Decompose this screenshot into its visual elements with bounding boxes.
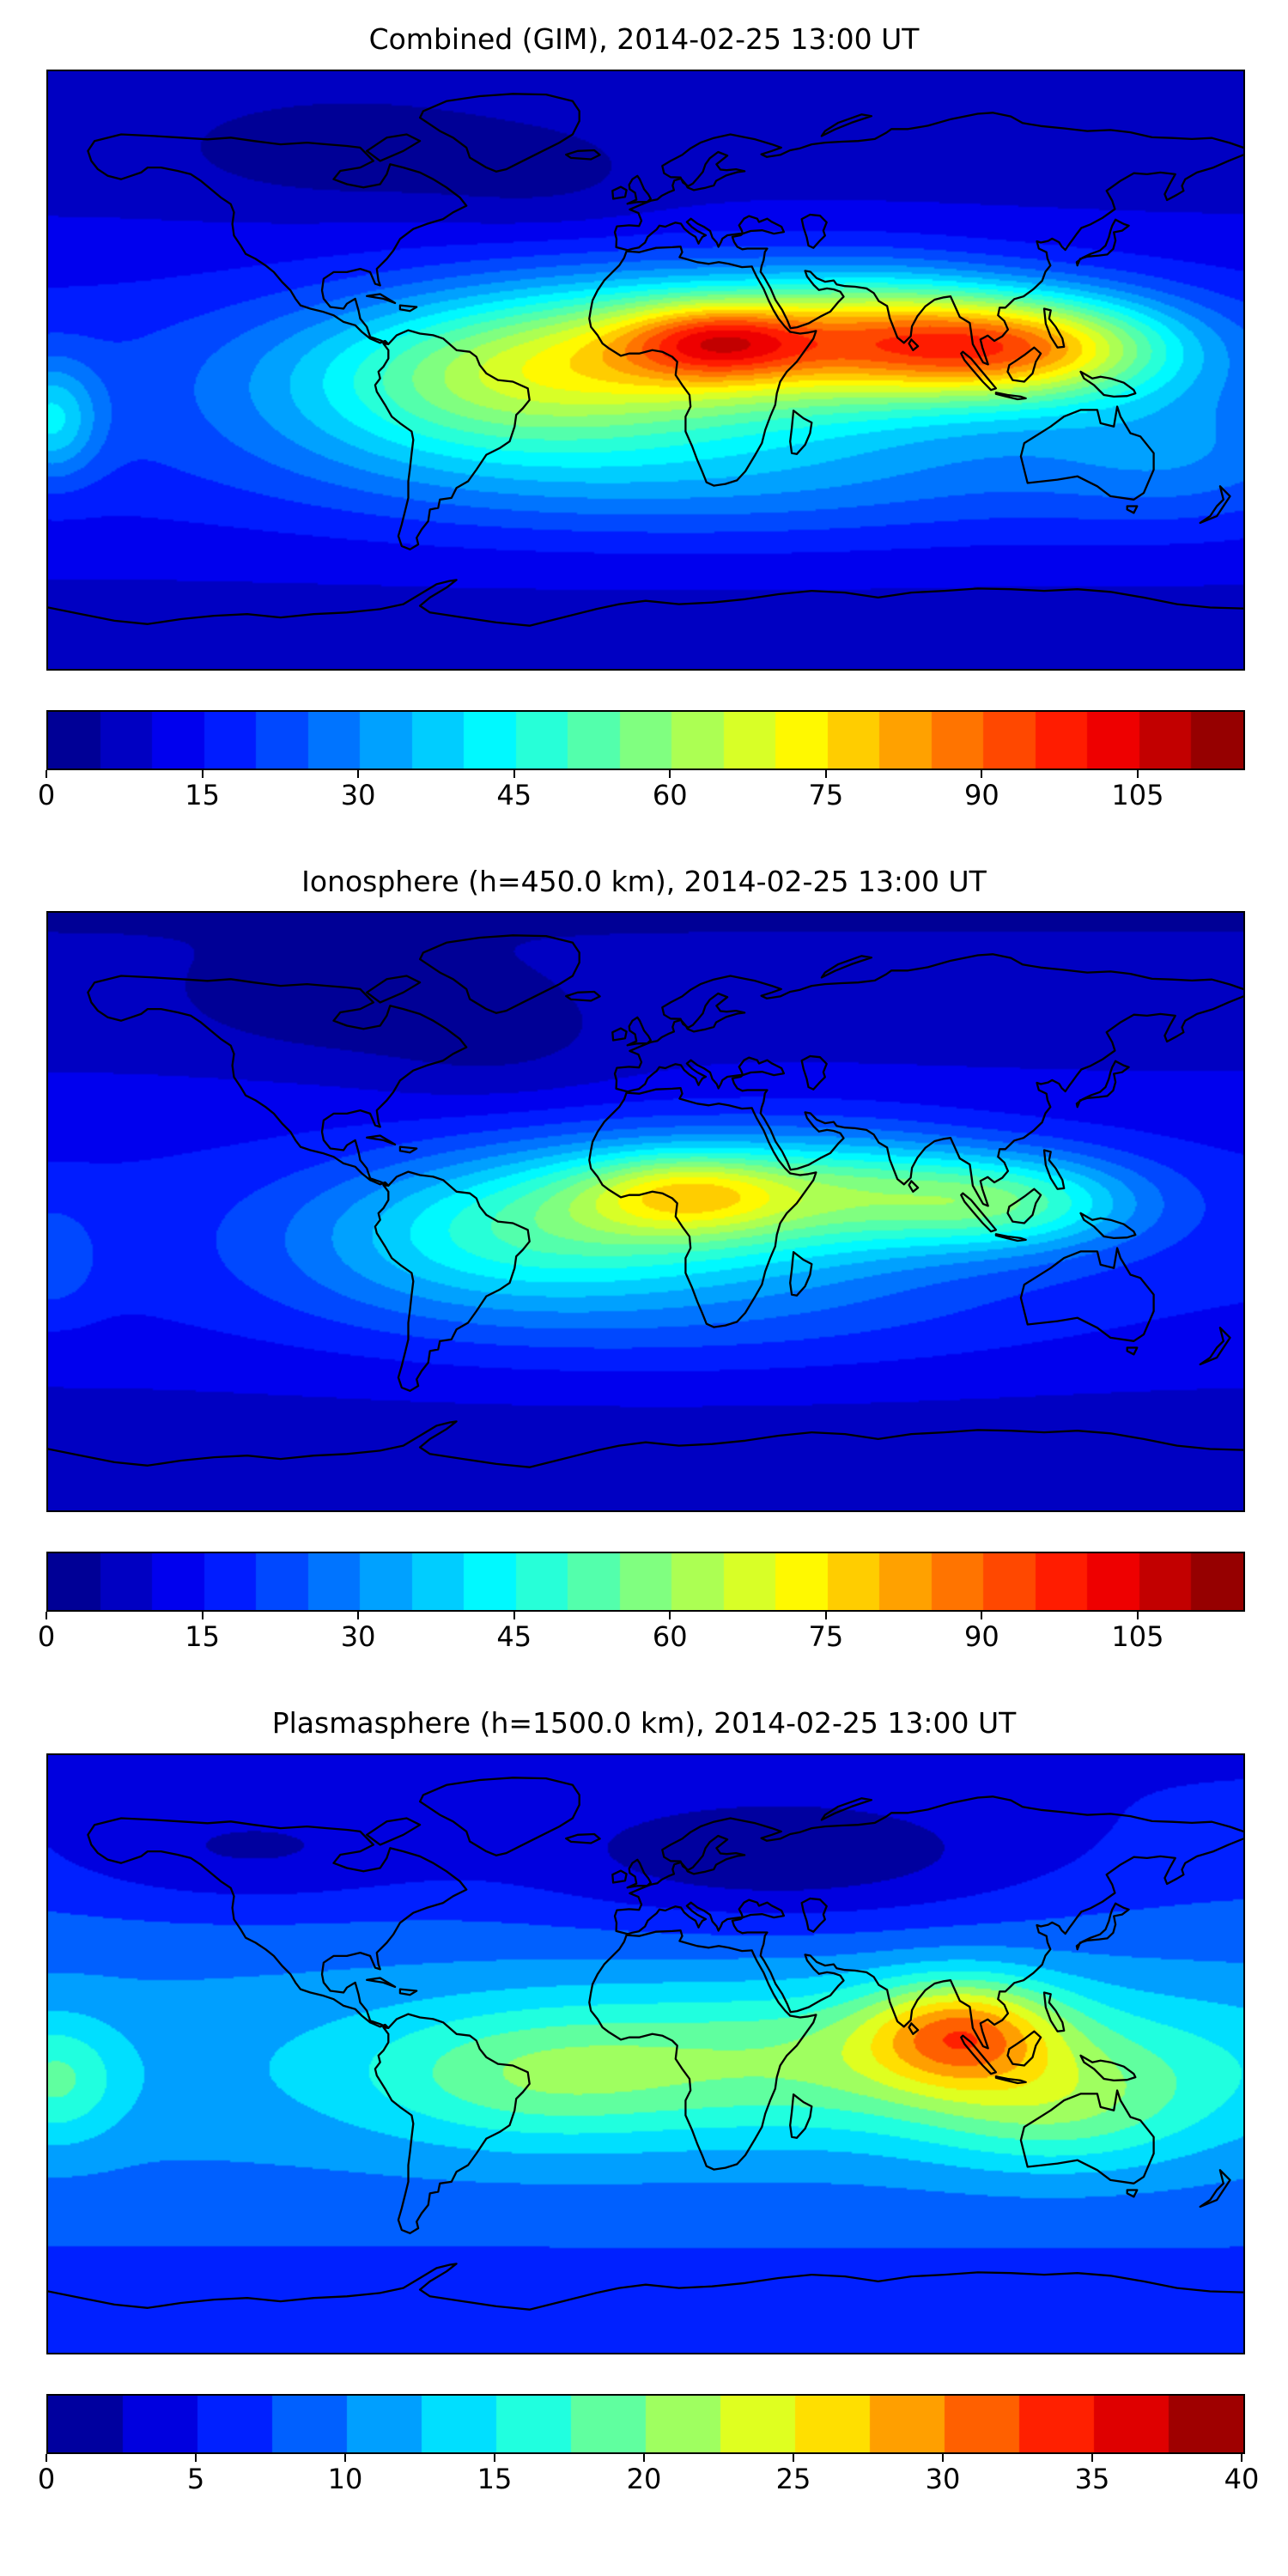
colorbar-tick-label: 0 — [37, 778, 56, 811]
colorbar-tick-label: 0 — [37, 1620, 56, 1654]
colorbar-tick-label: 10 — [327, 2462, 363, 2495]
colorbar-tick-mark — [824, 1612, 827, 1620]
colorbar-tick-mark — [981, 769, 983, 778]
colorbar-tick-label: 45 — [496, 778, 532, 811]
colorbar-tick-mark — [357, 769, 360, 778]
colorbar-tick-label: 5 — [186, 2462, 205, 2495]
colorbar-tick-label: 90 — [964, 1620, 999, 1654]
colorbar-tick-label: 40 — [1224, 2462, 1260, 2495]
colorbar-canvas — [48, 1553, 1243, 1611]
colorbar-tick-mark — [195, 2453, 197, 2462]
colorbar-tick-label: 30 — [340, 1620, 376, 1654]
tec-heatmap-canvas — [48, 70, 1243, 669]
world-map-panel — [46, 911, 1245, 1513]
colorbar-tick-mark — [46, 2453, 47, 2462]
colorbar-tick-label: 75 — [808, 1620, 844, 1654]
colorbar-tick-label: 45 — [496, 1620, 532, 1654]
colorbar-tick-label: 15 — [185, 778, 220, 811]
colorbar-tick-mark — [1241, 2453, 1242, 2462]
colorbar-tick-mark — [46, 1612, 47, 1620]
coastlines-overlay — [48, 1776, 1243, 2311]
colorbar-tick-mark — [824, 769, 827, 778]
coastlines-overlay — [48, 92, 1243, 627]
colorbar-tick-label: 60 — [652, 778, 688, 811]
colorbar-tick-mark — [201, 769, 204, 778]
coastline-path — [48, 934, 1243, 1469]
colorbar-tick-mark — [669, 1612, 671, 1620]
colorbar-tick-mark — [1136, 769, 1139, 778]
colorbar-tick-label: 60 — [652, 1620, 688, 1654]
tec-heatmap-canvas — [48, 1754, 1243, 2353]
colorbar-tick-mark — [201, 1612, 204, 1620]
figure-ionosphere: Ionosphere (h=450.0 km), 2014-02-25 13:0… — [38, 864, 1245, 1662]
colorbar-axis: 0 5 10 15 20 25 30 35 40 — [38, 2453, 1259, 2504]
colorbar-tick-mark — [513, 1612, 515, 1620]
colorbar-tick-label: 75 — [808, 778, 844, 811]
colorbar-tick-mark — [942, 2453, 944, 2462]
colorbar-tick-mark — [513, 769, 515, 778]
colorbar-tick-label: 30 — [340, 778, 376, 811]
colorbar-canvas — [48, 711, 1243, 769]
colorbar-tick-label: 30 — [925, 2462, 961, 2495]
colorbar-tick-mark — [643, 2453, 645, 2462]
colorbar-tick-label: 105 — [1111, 1620, 1164, 1654]
panel-title: Combined (GIM), 2014-02-25 13:00 UT — [368, 22, 920, 56]
colorbar-tick-mark — [344, 2453, 346, 2462]
colorbar-tick-mark — [669, 769, 671, 778]
colorbar-tick-label: 20 — [626, 2462, 662, 2495]
panel-title: Ionosphere (h=450.0 km), 2014-02-25 13:0… — [301, 864, 987, 898]
coastline-path — [48, 1776, 1243, 2311]
figure-plasmasphere: Plasmasphere (h=1500.0 km), 2014-02-25 1… — [38, 1706, 1260, 2504]
colorbar-axis: 0 15 30 45 60 75 90 105 — [38, 1612, 1242, 1662]
colorbar — [46, 709, 1245, 770]
coastline-path — [48, 92, 1243, 627]
colorbar-tick-mark — [793, 2453, 794, 2462]
figure-column: Combined (GIM), 2014-02-25 13:00 UT 0 15 3… — [38, 22, 1260, 2504]
colorbar — [46, 2393, 1245, 2454]
colorbar-tick-mark — [494, 2453, 495, 2462]
colorbar-tick-mark — [1091, 2453, 1093, 2462]
colorbar-tick-mark — [46, 769, 47, 778]
colorbar-tick-mark — [1136, 1612, 1139, 1620]
colorbar-tick-mark — [981, 1612, 983, 1620]
colorbar-tick-label: 15 — [477, 2462, 513, 2495]
colorbar — [46, 1552, 1245, 1613]
colorbar-tick-mark — [357, 1612, 360, 1620]
colorbar-tick-label: 15 — [185, 1620, 220, 1654]
colorbar-tick-label: 25 — [775, 2462, 811, 2495]
figure-combined-gim: Combined (GIM), 2014-02-25 13:00 UT 0 15 3… — [38, 22, 1245, 820]
colorbar-tick-label: 90 — [964, 778, 999, 811]
colorbar-tick-label: 105 — [1111, 778, 1164, 811]
colorbar-axis: 0 15 30 45 60 75 90 105 — [38, 769, 1242, 820]
colorbar-canvas — [48, 2395, 1243, 2452]
tec-heatmap-canvas — [48, 913, 1243, 1511]
coastlines-overlay — [48, 934, 1243, 1469]
colorbar-tick-label: 0 — [37, 2462, 56, 2495]
world-map-panel — [46, 1753, 1245, 2354]
panel-title: Plasmasphere (h=1500.0 km), 2014-02-25 1… — [271, 1706, 1017, 1741]
world-map-panel — [46, 69, 1245, 671]
colorbar-tick-label: 35 — [1074, 2462, 1110, 2495]
